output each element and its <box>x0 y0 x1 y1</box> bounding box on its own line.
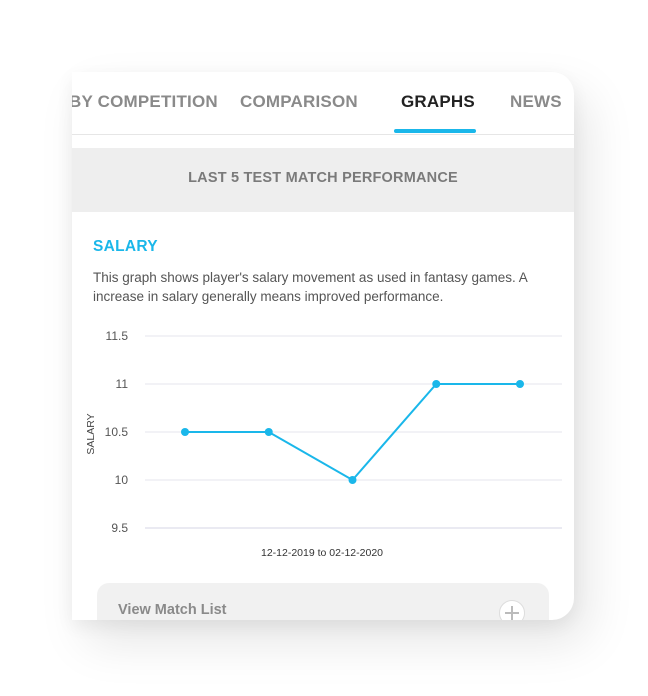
tab-by-competition[interactable]: BY COMPETITION <box>72 92 218 111</box>
y-tick-label: 10 <box>115 473 129 487</box>
section-header: LAST 5 TEST MATCH PERFORMANCE <box>72 148 574 212</box>
chart-y-ticks: 11.5 11 10.5 10 9.5 <box>105 329 129 535</box>
tab-graphs[interactable]: GRAPHS <box>401 92 475 111</box>
y-tick-label: 11.5 <box>106 329 129 343</box>
x-axis-label: 12-12-2019 to 02-12-2020 <box>261 547 383 559</box>
plus-icon[interactable] <box>499 600 525 620</box>
y-tick-label: 11 <box>116 377 129 391</box>
data-point[interactable] <box>516 380 524 388</box>
y-axis-label: SALARY <box>85 413 97 454</box>
data-point[interactable] <box>348 476 357 484</box>
data-point[interactable] <box>432 380 441 388</box>
y-tick-label: 10.5 <box>105 425 129 439</box>
section-header-title: LAST 5 TEST MATCH PERFORMANCE <box>188 170 458 186</box>
tab-bar: BY COMPETITION COMPARISON GRAPHS NEWS <box>72 72 574 135</box>
salary-title: SALARY <box>93 238 158 255</box>
data-point[interactable] <box>264 428 273 436</box>
player-card: BY COMPETITION COMPARISON GRAPHS NEWS LA… <box>72 72 574 620</box>
y-tick-label: 9.5 <box>111 521 128 535</box>
data-point[interactable] <box>181 428 189 436</box>
salary-description: This graph shows player's salary movemen… <box>93 270 528 304</box>
tab-comparison[interactable]: COMPARISON <box>240 92 358 111</box>
view-match-list-button[interactable]: View Match List <box>97 583 549 620</box>
tab-news[interactable]: NEWS <box>510 92 562 111</box>
active-tab-indicator <box>394 129 476 133</box>
salary-line-chart: 11.5 11 10.5 10 9.5 SALARY 12-12-2019 to 02-… <box>85 329 562 559</box>
chart-series <box>181 380 524 484</box>
view-match-list-label: View Match List <box>118 602 227 618</box>
